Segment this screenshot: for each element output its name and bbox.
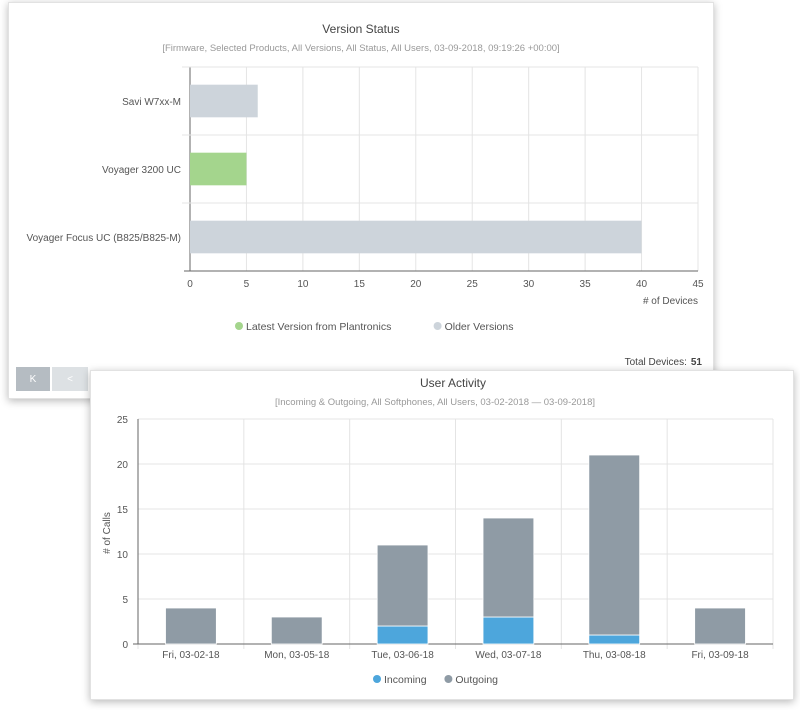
x-tick-label: Fri, 03-02-18 [162, 650, 220, 661]
y-tick-label: 20 [117, 460, 129, 471]
legend-item[interactable]: Latest Version from Plantronics [235, 321, 391, 333]
chart-title: Version Status [322, 22, 399, 36]
legend-label: Outgoing [455, 674, 498, 686]
x-tick-label: Wed, 03-07-18 [475, 650, 541, 661]
y-tick-label: 15 [117, 505, 129, 516]
bar-outgoing[interactable] [588, 454, 641, 636]
first-page-button[interactable]: K [16, 367, 50, 391]
y-axis-label: # of Calls [102, 512, 113, 554]
legend-item[interactable]: Older Versions [433, 321, 514, 333]
bar-outgoing[interactable] [165, 607, 217, 645]
legend-item[interactable]: Incoming [373, 674, 427, 686]
legend-label: Older Versions [445, 321, 514, 333]
legend-swatch [373, 675, 381, 683]
total-devices-value: 51 [691, 357, 703, 368]
user-activity-chart: User Activity [Incoming & Outgoing, All … [102, 376, 774, 686]
x-tick-label: Thu, 03-08-18 [583, 650, 646, 661]
x-tick-label: Mon, 03-05-18 [264, 650, 329, 661]
total-devices-label: Total Devices: [625, 357, 687, 368]
x-tick-label: 15 [354, 279, 366, 290]
bar-incoming[interactable] [482, 616, 535, 645]
bar-older-versions[interactable] [190, 220, 642, 254]
legend-label: Incoming [384, 674, 427, 686]
bar-incoming[interactable] [376, 625, 429, 645]
bar-outgoing[interactable] [376, 544, 429, 627]
legend-label: Latest Version from Plantronics [246, 321, 391, 333]
y-tick-label: 5 [122, 595, 128, 606]
legend-swatch [433, 322, 442, 330]
chart-subtitle: [Firmware, Selected Products, All Versio… [162, 43, 559, 54]
legend-item[interactable]: Outgoing [444, 674, 498, 686]
legend-swatch [444, 675, 453, 683]
chart-title: User Activity [420, 376, 486, 390]
x-axis-label: # of Devices [643, 296, 698, 307]
bar-older-versions[interactable] [190, 84, 258, 118]
version-status-chart: Version Status [Firmware, Selected Produ… [26, 22, 704, 368]
x-tick-label: 45 [692, 279, 704, 290]
x-tick-label: 20 [410, 279, 422, 290]
x-tick-label: 30 [523, 279, 535, 290]
legend-swatch [235, 322, 243, 330]
bar-outgoing[interactable] [694, 607, 746, 645]
x-tick-label: 10 [297, 279, 309, 290]
bar-outgoing[interactable] [482, 517, 535, 618]
bar-latest-version-from-plantronics[interactable] [190, 152, 247, 186]
category-label: Voyager Focus UC (B825/B825-M) [26, 233, 181, 244]
bar-outgoing[interactable] [270, 616, 323, 645]
total-devices: Total Devices: 51 [625, 357, 703, 368]
y-tick-label: 0 [122, 640, 128, 651]
chart-subtitle: [Incoming & Outgoing, All Softphones, Al… [275, 397, 595, 408]
x-tick-label: Tue, 03-06-18 [371, 650, 434, 661]
y-tick-label: 10 [117, 550, 129, 561]
y-tick-label: 25 [117, 415, 129, 426]
x-tick-label: 35 [580, 279, 592, 290]
bar-incoming[interactable] [588, 634, 641, 645]
x-tick-label: 5 [244, 279, 250, 290]
version-status-panel: Version Status [Firmware, Selected Produ… [8, 2, 714, 399]
x-tick-label: Fri, 03-09-18 [691, 650, 749, 661]
user-activity-panel: User Activity [Incoming & Outgoing, All … [90, 370, 794, 700]
x-tick-label: 40 [636, 279, 648, 290]
prev-page-button[interactable]: < [52, 367, 88, 391]
x-tick-label: 0 [187, 279, 193, 290]
x-tick-label: 25 [467, 279, 479, 290]
category-label: Voyager 3200 UC [102, 165, 181, 176]
category-label: Savi W7xx-M [122, 97, 181, 108]
